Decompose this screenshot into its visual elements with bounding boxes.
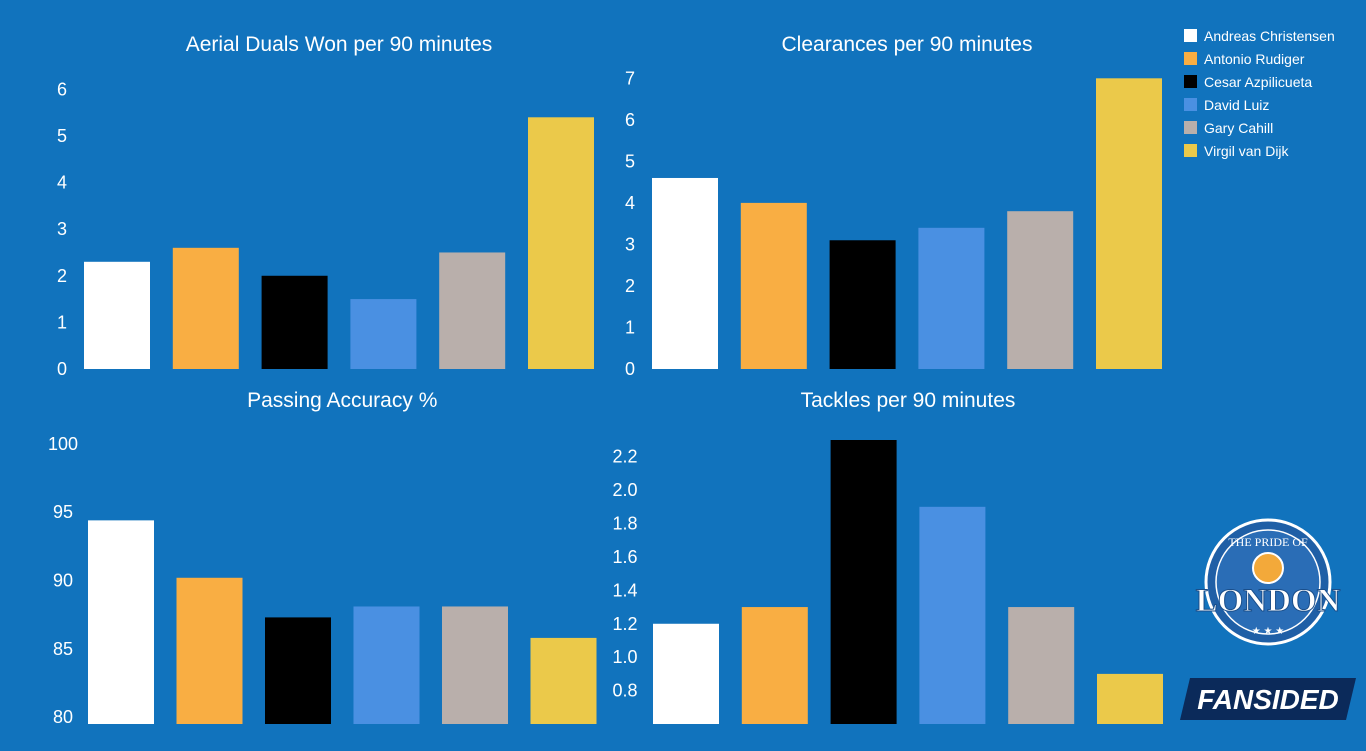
legend-item-5: Virgil van Dijk bbox=[1184, 139, 1354, 162]
y-tick-label: 2 bbox=[625, 276, 635, 296]
bar-antonio-rudiger bbox=[740, 202, 807, 369]
y-tick-label: 1.6 bbox=[612, 547, 637, 567]
y-tick-label: 1.0 bbox=[612, 647, 637, 667]
bar-virgil-van-dijk bbox=[1096, 78, 1162, 370]
bar-gary-cahill bbox=[1007, 211, 1074, 369]
chart-title: Aerial Duals Won per 90 minutes bbox=[186, 33, 493, 56]
bar-andreas-christensen bbox=[653, 623, 719, 724]
y-tick-label: 1.4 bbox=[612, 580, 637, 600]
fansided-logo: FANSIDED bbox=[1180, 678, 1356, 720]
bar-andreas-christensen bbox=[84, 261, 150, 369]
bar-virgil-van-dijk bbox=[1097, 673, 1163, 724]
y-tick-label: 1.8 bbox=[612, 514, 637, 534]
y-tick-label: 85 bbox=[53, 639, 73, 659]
y-tick-label: 5 bbox=[57, 126, 67, 146]
y-tick-label: 0 bbox=[57, 359, 67, 379]
legend-label: Virgil van Dijk bbox=[1204, 142, 1289, 159]
chart-panel-2: Passing Accuracy % 80 85 90 95 100 bbox=[48, 389, 597, 727]
stars-icon: ★ ★ ★ bbox=[1252, 626, 1284, 637]
legend-label: Antonio Rudiger bbox=[1204, 50, 1305, 67]
legend-label: Gary Cahill bbox=[1204, 119, 1274, 136]
y-tick-label: 3 bbox=[57, 219, 67, 239]
bar-antonio-rudiger bbox=[176, 577, 243, 724]
chart-panel-1: Clearances per 90 minutes 0 1 2 3 4 5 6 7 bbox=[625, 33, 1162, 379]
legend-item-0: Andreas Christensen bbox=[1184, 24, 1354, 47]
bar-andreas-christensen bbox=[652, 177, 718, 369]
bar-david-luiz bbox=[919, 506, 986, 724]
chart-title: Clearances per 90 minutes bbox=[782, 33, 1033, 56]
y-tick-label: 4 bbox=[625, 193, 635, 213]
bar-antonio-rudiger bbox=[172, 247, 239, 369]
y-tick-label: 0.8 bbox=[612, 681, 637, 701]
legend-item-1: Antonio Rudiger bbox=[1184, 47, 1354, 70]
y-tick-label: 5 bbox=[625, 151, 635, 171]
legend-item-3: David Luiz bbox=[1184, 93, 1354, 116]
bar-gary-cahill bbox=[442, 606, 508, 724]
chart-panel-3: Tackles per 90 minutes 0.8 1.0 1.2 1.4 1.6 1.8… bbox=[612, 389, 1163, 724]
y-tick-label: 0 bbox=[625, 359, 635, 379]
bar-virgil-van-dijk bbox=[530, 637, 597, 724]
chart-panel-0: Aerial Duals Won per 90 minutes 0 1 2 3 4 5 6 bbox=[57, 33, 594, 379]
bar-antonio-rudiger bbox=[741, 607, 808, 724]
y-tick-label: 80 bbox=[53, 707, 73, 727]
bar-david-luiz bbox=[918, 227, 985, 369]
pride-logo-arc-text: THE PRIDE OF bbox=[1228, 535, 1308, 549]
legend-swatch bbox=[1184, 98, 1197, 111]
y-tick-label: 2 bbox=[57, 266, 67, 286]
legend-item-4: Gary Cahill bbox=[1184, 116, 1354, 139]
legend-swatch bbox=[1184, 75, 1197, 88]
y-tick-label: 2.0 bbox=[612, 480, 637, 500]
bar-gary-cahill bbox=[439, 252, 506, 369]
bar-cesar-azpilicueta bbox=[830, 440, 897, 724]
y-tick-label: 7 bbox=[625, 68, 635, 88]
legend-swatch bbox=[1184, 52, 1197, 65]
y-tick-label: 1.2 bbox=[612, 614, 637, 634]
y-tick-label: 100 bbox=[48, 434, 78, 454]
y-tick-label: 90 bbox=[53, 571, 73, 591]
bar-cesar-azpilicueta bbox=[265, 617, 331, 724]
bar-andreas-christensen bbox=[88, 520, 154, 724]
legend-label: David Luiz bbox=[1204, 96, 1270, 113]
bar-david-luiz bbox=[353, 606, 420, 724]
legend-label: Cesar Azpilicueta bbox=[1204, 73, 1313, 90]
bar-david-luiz bbox=[350, 299, 417, 369]
y-tick-label: 4 bbox=[57, 173, 67, 193]
legend-swatch bbox=[1184, 121, 1197, 134]
y-tick-label: 2.2 bbox=[612, 447, 637, 467]
bar-cesar-azpilicueta bbox=[261, 275, 328, 369]
bar-cesar-azpilicueta bbox=[829, 240, 896, 369]
legend-label: Andreas Christensen bbox=[1204, 27, 1335, 44]
y-tick-label: 3 bbox=[625, 234, 635, 254]
legend-item-2: Cesar Azpilicueta bbox=[1184, 70, 1354, 93]
y-tick-label: 1 bbox=[625, 317, 635, 337]
pride-logo-main-text: LONDON bbox=[1196, 583, 1341, 619]
legend: Andreas Christensen Antonio Rudiger Cesa… bbox=[1184, 24, 1354, 162]
lion-head-icon bbox=[1252, 552, 1284, 584]
legend-swatch bbox=[1184, 29, 1197, 42]
pride-of-london-logo: THE PRIDE OF LONDON ★ ★ ★ bbox=[1195, 518, 1341, 646]
svg-text:FANSIDED: FANSIDED bbox=[1197, 684, 1339, 715]
bar-gary-cahill bbox=[1008, 607, 1075, 724]
chart-title: Tackles per 90 minutes bbox=[801, 389, 1016, 412]
y-tick-label: 1 bbox=[57, 312, 67, 332]
y-tick-label: 6 bbox=[625, 110, 635, 130]
y-tick-label: 6 bbox=[57, 79, 67, 99]
chart-title: Passing Accuracy % bbox=[247, 389, 437, 412]
bar-virgil-van-dijk bbox=[528, 117, 594, 370]
legend-swatch bbox=[1184, 144, 1197, 157]
y-tick-label: 95 bbox=[53, 502, 73, 522]
